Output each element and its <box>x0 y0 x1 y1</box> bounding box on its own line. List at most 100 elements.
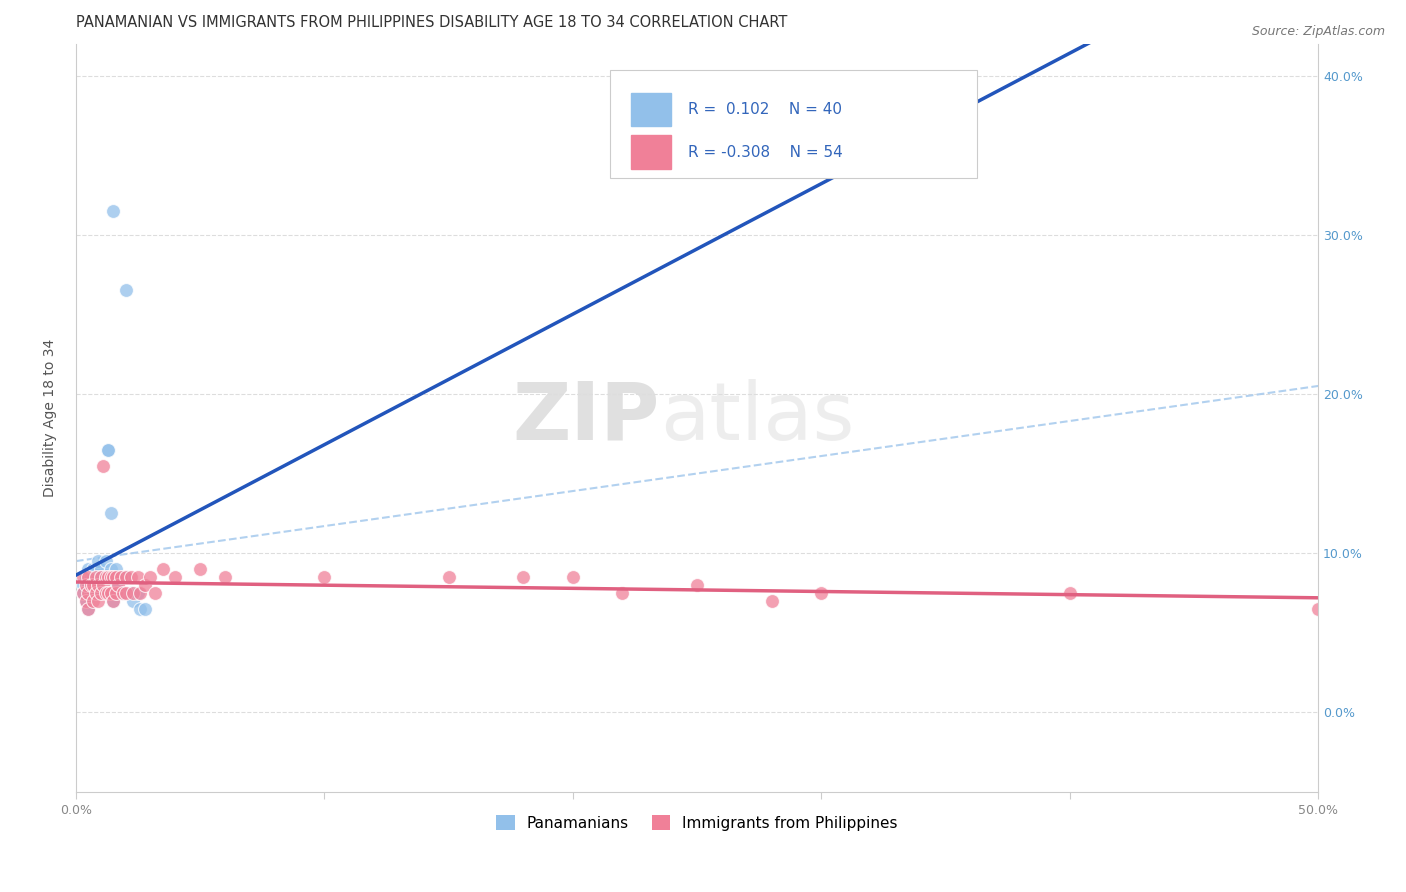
Point <box>97 442 120 457</box>
Bar <box>631 136 671 169</box>
Point <box>84 562 107 576</box>
Point <box>314 570 336 584</box>
Point <box>101 594 124 608</box>
Point <box>104 570 127 584</box>
Point <box>77 602 100 616</box>
Point <box>87 594 110 608</box>
Point <box>122 586 145 600</box>
Point <box>97 570 120 584</box>
Point <box>90 586 112 600</box>
Point <box>87 578 110 592</box>
Point <box>110 570 132 584</box>
Point <box>82 570 104 584</box>
Point <box>107 578 129 592</box>
Point <box>1059 586 1081 600</box>
Point <box>114 570 136 584</box>
Point <box>761 594 783 608</box>
Point <box>75 594 97 608</box>
Point <box>87 570 110 584</box>
Point <box>82 562 104 576</box>
Point <box>77 586 100 600</box>
Point <box>561 570 583 584</box>
Point <box>77 570 100 584</box>
Point <box>1308 602 1330 616</box>
Point <box>90 570 112 584</box>
Point <box>91 458 114 473</box>
Point <box>84 586 107 600</box>
Text: PANAMANIAN VS IMMIGRANTS FROM PHILIPPINES DISABILITY AGE 18 TO 34 CORRELATION CH: PANAMANIAN VS IMMIGRANTS FROM PHILIPPINE… <box>76 15 787 30</box>
Point <box>84 578 107 592</box>
Point <box>114 284 136 298</box>
Point <box>80 586 103 600</box>
Point <box>72 586 94 600</box>
Point <box>82 586 104 600</box>
Point <box>152 562 174 576</box>
Point <box>112 586 135 600</box>
Point <box>612 586 634 600</box>
Point <box>101 203 124 218</box>
Point <box>75 570 97 584</box>
Text: atlas: atlas <box>659 379 853 457</box>
Point <box>120 586 142 600</box>
Point <box>84 570 107 584</box>
Text: ZIP: ZIP <box>513 379 659 457</box>
Point <box>100 506 122 520</box>
Point <box>165 570 187 584</box>
Point <box>110 570 132 584</box>
Point <box>90 570 112 584</box>
Point <box>120 570 142 584</box>
Point <box>512 570 534 584</box>
Point <box>134 602 156 616</box>
Point <box>82 578 104 592</box>
Text: Source: ZipAtlas.com: Source: ZipAtlas.com <box>1251 25 1385 38</box>
Point <box>107 586 129 600</box>
Point <box>437 570 460 584</box>
Point <box>101 570 124 584</box>
FancyBboxPatch shape <box>610 70 977 178</box>
Point <box>122 594 145 608</box>
Point <box>94 586 117 600</box>
Point <box>145 586 167 600</box>
Point <box>75 578 97 592</box>
Point <box>104 586 127 600</box>
Point <box>129 586 152 600</box>
Point <box>104 562 127 576</box>
Point <box>100 570 122 584</box>
Point <box>80 570 103 584</box>
Point <box>101 570 124 584</box>
Point <box>134 578 156 592</box>
Point <box>100 586 122 600</box>
Point <box>77 578 100 592</box>
Point <box>114 570 136 584</box>
Point <box>97 586 120 600</box>
Point <box>214 570 236 584</box>
Point <box>87 554 110 568</box>
Point <box>127 586 149 600</box>
Point <box>686 578 709 592</box>
Point <box>127 570 149 584</box>
Point <box>112 586 135 600</box>
Point <box>104 578 127 592</box>
Point <box>810 586 832 600</box>
Legend: Panamanians, Immigrants from Philippines: Panamanians, Immigrants from Philippines <box>491 808 904 837</box>
Point <box>90 586 112 600</box>
Text: R =  0.102    N = 40: R = 0.102 N = 40 <box>689 102 842 117</box>
Point <box>77 602 100 616</box>
Text: R = -0.308    N = 54: R = -0.308 N = 54 <box>689 145 844 160</box>
Point <box>80 578 103 592</box>
Point <box>82 594 104 608</box>
Point <box>139 570 162 584</box>
Point <box>91 578 114 592</box>
Point <box>100 562 122 576</box>
Point <box>72 570 94 584</box>
Point <box>188 562 211 576</box>
Point <box>75 594 97 608</box>
Point <box>72 586 94 600</box>
Point <box>90 562 112 576</box>
Point <box>72 578 94 592</box>
Point <box>114 586 136 600</box>
Bar <box>631 93 671 127</box>
Point <box>101 594 124 608</box>
Point <box>77 562 100 576</box>
Point <box>94 554 117 568</box>
